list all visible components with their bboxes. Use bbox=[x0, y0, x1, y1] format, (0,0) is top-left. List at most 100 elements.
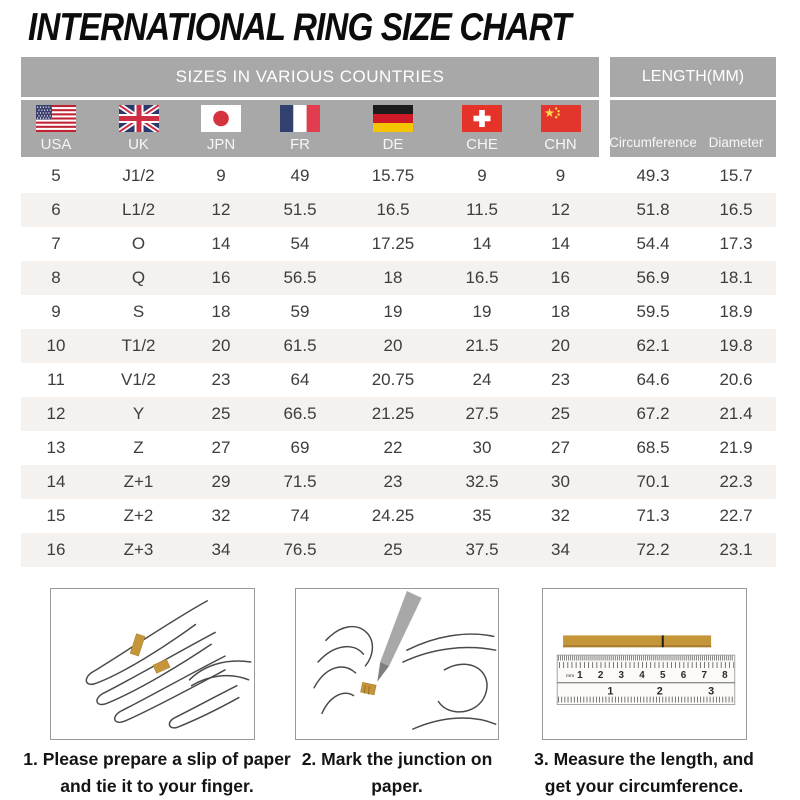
cell-jpn-size: 34 bbox=[211, 540, 231, 559]
svg-text:3: 3 bbox=[708, 686, 714, 698]
cell-che-size: 9 bbox=[477, 166, 487, 185]
country-code-label: FR bbox=[290, 136, 310, 153]
cell-diameter: 19.8 bbox=[719, 336, 753, 355]
germany-flag-icon bbox=[373, 105, 413, 132]
switzerland-flag-icon bbox=[462, 105, 502, 132]
caption-line: 1. Please prepare a slip of paper bbox=[23, 749, 291, 769]
group-header-length: LENGTH(MM) bbox=[610, 57, 776, 97]
instruction-illustration-2 bbox=[295, 588, 499, 740]
cell-uk-size: J1/2 bbox=[122, 166, 155, 185]
table-row: 13 Z 27 69 22 30 27 68.5 21.9 bbox=[21, 431, 776, 465]
svg-text:2: 2 bbox=[657, 686, 663, 698]
cell-de-size: 16.5 bbox=[376, 200, 410, 219]
cell-chn-size: 18 bbox=[551, 302, 570, 321]
table-group-header: SIZES IN VARIOUS COUNTRIES LENGTH(MM) bbox=[21, 57, 776, 97]
table-column-header: USA UK JPN bbox=[21, 100, 776, 157]
cell-usa-size: 10 bbox=[46, 336, 66, 355]
cell-che-size: 35 bbox=[472, 506, 492, 525]
ruler-unit-label: mm bbox=[566, 674, 574, 679]
cell-che-size: 24 bbox=[472, 370, 492, 389]
cell-uk-size: S bbox=[132, 302, 145, 321]
cell-chn-size: 9 bbox=[555, 166, 566, 185]
cell-fr-size: 56.5 bbox=[283, 268, 317, 287]
cell-chn-size: 34 bbox=[551, 540, 570, 559]
instruction-caption-1: 1. Please prepare a slip of paper and ti… bbox=[12, 746, 302, 800]
cell-chn-size: 14 bbox=[551, 234, 570, 253]
cell-jpn-size: 14 bbox=[211, 234, 231, 253]
svg-text:5: 5 bbox=[660, 670, 666, 681]
cell-che-size: 32.5 bbox=[465, 472, 499, 491]
cell-fr-size: 74 bbox=[290, 506, 310, 525]
cell-jpn-size: 25 bbox=[211, 404, 231, 423]
cell-chn-size: 27 bbox=[551, 438, 570, 457]
cell-diameter: 21.9 bbox=[719, 438, 753, 457]
cell-che-size: 21.5 bbox=[465, 336, 499, 355]
cell-fr-size: 71.5 bbox=[283, 472, 317, 491]
cell-de-size: 17.25 bbox=[371, 234, 415, 253]
column-header-de: DE bbox=[344, 100, 442, 157]
cell-circumference: 54.4 bbox=[636, 234, 670, 253]
cell-usa-size: 14 bbox=[46, 472, 66, 491]
cell-circumference: 51.8 bbox=[636, 200, 670, 219]
instruction-illustration-3: 1 2 3 4 5 6 7 8 mm 1 2 3 bbox=[542, 588, 747, 740]
cell-uk-size: Y bbox=[132, 404, 145, 423]
cell-diameter: 18.1 bbox=[719, 268, 753, 287]
cell-circumference: 59.5 bbox=[636, 302, 670, 321]
cell-che-size: 37.5 bbox=[465, 540, 499, 559]
cell-chn-size: 23 bbox=[551, 370, 570, 389]
cell-chn-size: 20 bbox=[551, 336, 570, 355]
instruction-caption-3: 3. Measure the length, and get your circ… bbox=[524, 746, 764, 800]
country-code-label: DE bbox=[382, 136, 404, 153]
cell-chn-size: 30 bbox=[551, 472, 570, 491]
cell-che-size: 11.5 bbox=[466, 200, 498, 219]
table-row: 15 Z+2 32 74 24.25 35 32 71.3 22.7 bbox=[21, 499, 776, 533]
japan-flag-icon bbox=[201, 105, 241, 132]
cell-de-size: 22 bbox=[383, 438, 403, 457]
table-row: 7 O 14 54 17.25 14 14 54.4 17.3 bbox=[21, 227, 776, 261]
cell-fr-size: 64 bbox=[290, 370, 310, 389]
cell-usa-size: 13 bbox=[46, 438, 66, 457]
page-title: INTERNATIONAL RING SIZE CHART bbox=[28, 6, 571, 49]
cell-che-size: 30 bbox=[472, 438, 492, 457]
svg-text:8: 8 bbox=[722, 670, 728, 681]
cell-circumference: 67.2 bbox=[636, 404, 670, 423]
cell-diameter: 17.3 bbox=[719, 234, 753, 253]
cell-fr-size: 76.5 bbox=[283, 540, 317, 559]
caption-line: get your circumference. bbox=[544, 776, 744, 796]
cell-usa-size: 11 bbox=[47, 370, 65, 389]
column-header-uk: UK bbox=[91, 100, 186, 157]
cell-uk-size: V1/2 bbox=[121, 370, 156, 389]
cell-usa-size: 9 bbox=[51, 302, 61, 321]
caption-line: 2. Mark the junction on paper. bbox=[301, 749, 493, 796]
group-header-countries: SIZES IN VARIOUS COUNTRIES bbox=[21, 57, 599, 97]
column-header-diameter: Diameter bbox=[696, 100, 776, 157]
cell-uk-size: L1/2 bbox=[121, 200, 156, 219]
china-flag-icon bbox=[540, 105, 581, 132]
svg-text:1: 1 bbox=[577, 670, 583, 681]
table-row: 9 S 18 59 19 19 18 59.5 18.9 bbox=[21, 295, 776, 329]
cell-diameter: 23.1 bbox=[719, 540, 753, 559]
cell-circumference: 70.1 bbox=[636, 472, 670, 491]
cell-de-size: 25 bbox=[383, 540, 403, 559]
table-row: 6 L1/2 12 51.5 16.5 11.5 12 51.8 16.5 bbox=[21, 193, 776, 227]
mark-junction-with-pen-illustration bbox=[313, 590, 497, 730]
cell-jpn-size: 16 bbox=[211, 268, 231, 287]
cell-jpn-size: 9 bbox=[216, 166, 226, 185]
cell-circumference: 72.2 bbox=[636, 540, 670, 559]
cell-uk-size: Q bbox=[131, 268, 146, 287]
instruction-illustration-1 bbox=[50, 588, 255, 740]
france-flag-icon bbox=[280, 105, 320, 132]
cell-che-size: 27.5 bbox=[465, 404, 499, 423]
column-header-usa: USA bbox=[21, 100, 91, 157]
cell-de-size: 21.25 bbox=[371, 404, 415, 423]
column-header-chn: CHN bbox=[522, 100, 599, 157]
column-header-jpn: JPN bbox=[186, 100, 256, 157]
cell-jpn-size: 32 bbox=[211, 506, 231, 525]
cell-usa-size: 5 bbox=[51, 166, 61, 185]
cell-fr-size: 61.5 bbox=[283, 336, 317, 355]
svg-text:1: 1 bbox=[607, 686, 613, 698]
svg-text:3: 3 bbox=[619, 670, 625, 681]
usa-flag-icon bbox=[36, 105, 76, 132]
ring-size-table: SIZES IN VARIOUS COUNTRIES LENGTH(MM) bbox=[21, 57, 776, 567]
svg-text:4: 4 bbox=[639, 670, 645, 681]
